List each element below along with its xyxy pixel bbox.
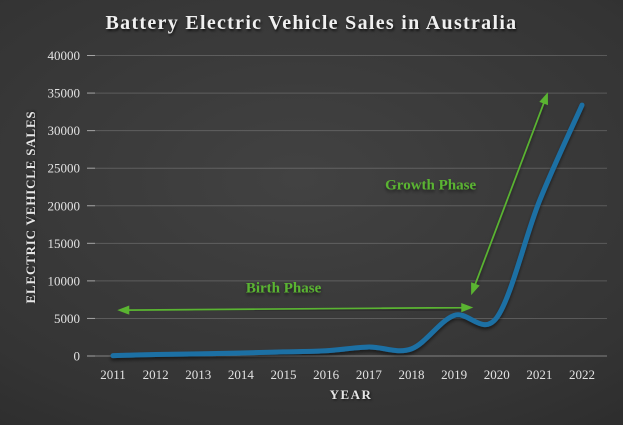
birth-phase-arrow (126, 306, 465, 311)
y-tick-label: 5000 (54, 311, 80, 326)
arrowhead (117, 305, 130, 315)
x-axis-title: YEAR (329, 387, 373, 402)
y-tick-label: 30000 (48, 123, 81, 138)
y-tick-label: 35000 (48, 86, 81, 101)
chart-title: Battery Electric Vehicle Sales in Austra… (105, 12, 518, 34)
x-tick-label: 2018 (398, 367, 424, 382)
x-tick-label: 2020 (484, 367, 510, 382)
growth-phase-arrow (473, 100, 546, 288)
arrowhead (539, 92, 548, 106)
y-tick-label: 15000 (48, 236, 81, 251)
x-tick-label: 2012 (143, 367, 169, 382)
y-tick-label: 10000 (48, 273, 81, 288)
x-tick-label: 2014 (228, 367, 255, 382)
y-tick-label: 25000 (48, 161, 81, 176)
y-tick-label: 40000 (48, 48, 81, 63)
birth-phase-label: Birth Phase (246, 281, 322, 297)
x-tick-label: 2021 (526, 367, 552, 382)
x-tick-label: 2015 (271, 367, 297, 382)
x-tick-label: 2017 (356, 367, 383, 382)
x-tick-label: 2019 (441, 367, 467, 382)
growth-phase-label: Growth Phase (385, 178, 476, 194)
x-tick-label: 2022 (569, 367, 595, 382)
arrowhead (461, 303, 474, 313)
x-tick-label: 2016 (313, 367, 340, 382)
x-tick-label: 2013 (185, 367, 211, 382)
arrowhead (471, 282, 480, 296)
y-tick-label: 0 (74, 349, 81, 364)
sales-line-series (110, 102, 585, 359)
x-tick-label: 2011 (100, 367, 126, 382)
y-tick-label: 20000 (48, 198, 81, 213)
